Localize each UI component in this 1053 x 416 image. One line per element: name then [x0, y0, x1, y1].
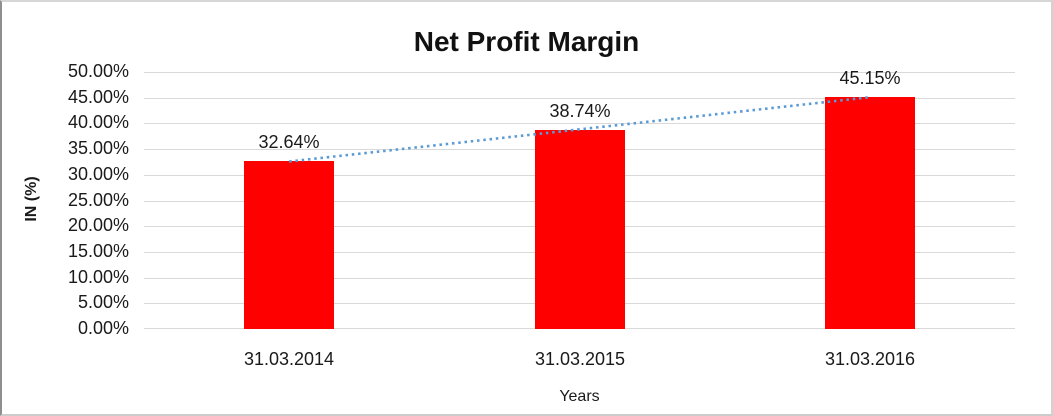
x-tick-label: 31.03.2015 — [534, 349, 626, 369]
y-tick-label: 10.00% — [67, 266, 129, 287]
bar-31.03.2014 — [244, 161, 334, 329]
y-tick-label: 20.00% — [67, 215, 129, 236]
y-tick-label: 25.00% — [67, 189, 129, 210]
chart-title: Net Profit Margin — [413, 26, 640, 57]
plot-area: 32.64% 38.74% 45.15% — [144, 68, 1015, 329]
y-tick-label: 45.00% — [67, 86, 129, 107]
bar-31.03.2015 — [535, 130, 625, 329]
y-tick-label: 15.00% — [67, 240, 129, 261]
data-label: 45.15% — [839, 68, 901, 88]
x-tick-label: 31.03.2014 — [243, 349, 335, 369]
data-label: 32.64% — [258, 132, 320, 152]
gridline — [144, 72, 1015, 73]
y-tick-label: 30.00% — [67, 163, 129, 184]
y-axis-title: IN (%) — [23, 176, 40, 222]
y-tick-label: 0.00% — [77, 318, 129, 338]
gridline — [144, 123, 1015, 124]
data-label: 38.74% — [549, 101, 611, 121]
y-tick-label: 5.00% — [77, 292, 129, 313]
y-tick-label: 40.00% — [67, 112, 129, 133]
y-tick-label: 50.00% — [67, 61, 129, 81]
trendline — [289, 95, 870, 163]
x-axis-title: Years — [559, 388, 600, 405]
bar-31.03.2016 — [825, 97, 915, 329]
x-tick-label: 31.03.2016 — [824, 349, 916, 369]
gridline — [144, 98, 1015, 99]
y-tick-label: 35.00% — [67, 138, 129, 159]
